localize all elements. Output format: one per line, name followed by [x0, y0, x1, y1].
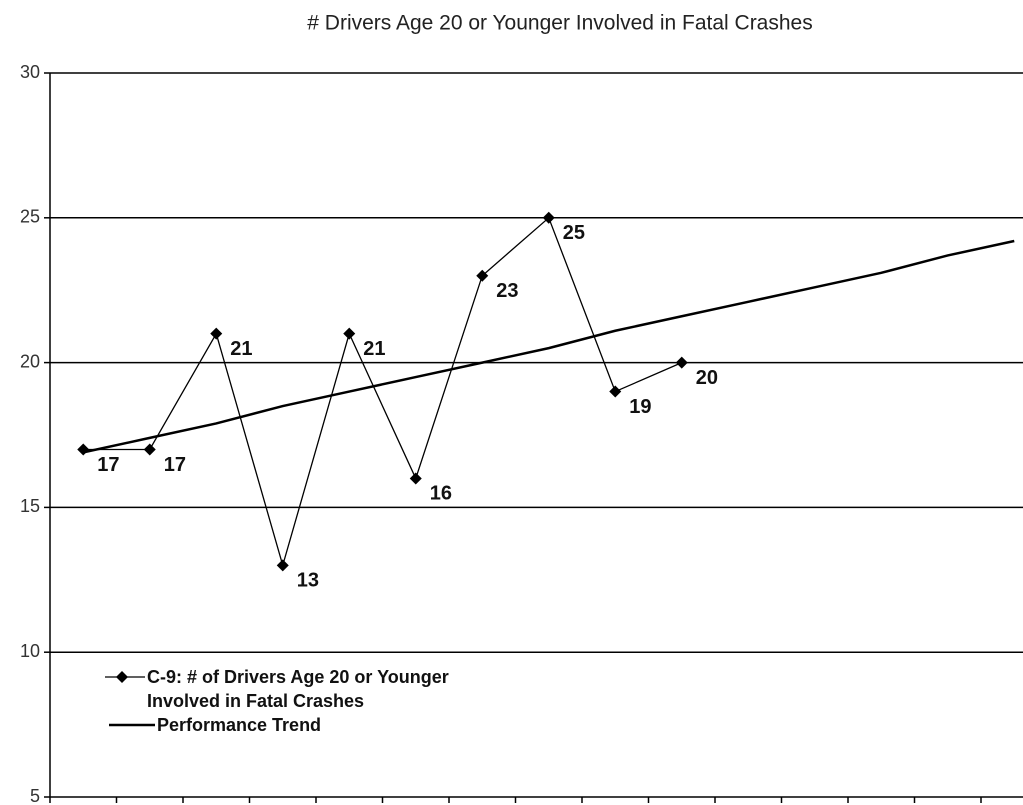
y-tick-label: 5: [30, 786, 40, 805]
data-label: 20: [696, 367, 718, 389]
legend: C-9: # of Drivers Age 20 or Younger Invo…: [105, 665, 625, 737]
legend-label: C-9: # of Drivers Age 20 or Younger Invo…: [147, 667, 449, 711]
series-line: [82, 239, 1015, 454]
marker: [476, 269, 489, 282]
legend-key: [105, 671, 145, 683]
y-tick-label: 10: [20, 641, 40, 661]
series-line: [83, 216, 683, 568]
marker: [609, 385, 622, 398]
data-label: 13: [297, 570, 319, 592]
data-label: 25: [563, 222, 585, 244]
data-label: 23: [496, 280, 518, 302]
y-tick-label: 25: [20, 207, 40, 227]
legend-label: Performance Trend: [157, 715, 322, 735]
legend-key: [109, 723, 155, 727]
data-label: 17: [164, 454, 186, 476]
marker: [77, 443, 90, 456]
marker: [409, 472, 422, 485]
y-tick-label: 30: [20, 62, 40, 82]
data-label: 21: [230, 338, 252, 360]
marker: [210, 327, 223, 340]
marker: [542, 211, 555, 224]
data-label: 21: [363, 338, 385, 360]
marker: [675, 356, 688, 369]
chart-title: # Drivers Age 20 or Younger Involved in …: [307, 12, 812, 35]
data-label: 16: [430, 483, 452, 505]
marker: [143, 443, 156, 456]
data-label: 17: [97, 454, 119, 476]
legend-entry: Performance Trend: [105, 713, 625, 737]
y-tick-label: 20: [20, 351, 40, 371]
marker: [276, 559, 289, 572]
data-label: 19: [629, 396, 651, 418]
legend-marker: [116, 671, 128, 683]
legend-box: C-9: # of Drivers Age 20 or Younger Invo…: [105, 665, 625, 737]
marker: [343, 327, 356, 340]
legend-entry: C-9: # of Drivers Age 20 or Younger Invo…: [105, 665, 625, 713]
y-tick-label: 15: [20, 496, 40, 516]
